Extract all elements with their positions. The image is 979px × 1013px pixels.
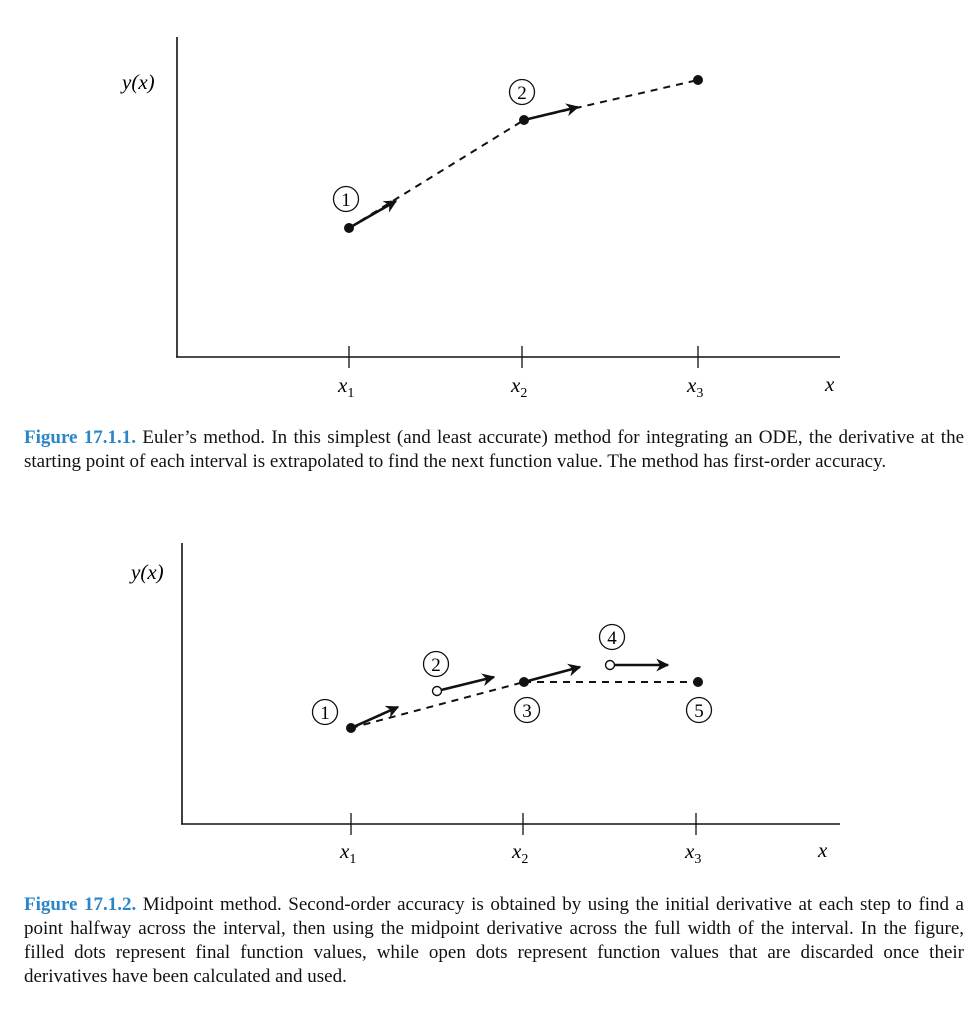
figure2-y-axis-label: y(x) <box>129 560 164 584</box>
svg-text:1: 1 <box>341 190 351 211</box>
figure2-diagram: y(x) x x1 x2 x3 1 <box>129 543 840 867</box>
figure2-open-dot-4 <box>604 659 616 671</box>
figure1-filled-dot-2 <box>519 115 529 125</box>
figure2-filled-dot-3 <box>519 677 529 687</box>
figure1-dashed-segment-1 <box>348 119 525 229</box>
svg-text:2: 2 <box>431 655 441 676</box>
figure1-derivative-arrow-1 <box>348 199 398 230</box>
figure2-marker-2: 2 <box>422 650 450 678</box>
figure2-tick-label-x3: x3 <box>684 839 701 867</box>
figure2-derivative-arrow-2 <box>436 673 496 693</box>
figure2-caption-text: Midpoint method. Second-order accuracy i… <box>24 894 964 987</box>
figure2-open-dot-2 <box>431 685 443 697</box>
figure2-caption: Figure 17.1.2. Midpoint method. Second-o… <box>24 893 964 989</box>
figure2-tick-label-x1: x1 <box>339 839 356 867</box>
figure2-filled-dot-5 <box>693 677 703 687</box>
svg-text:5: 5 <box>694 701 704 722</box>
figure2-marker-3: 3 <box>513 696 541 724</box>
figure2-marker-1: 1 <box>311 698 339 726</box>
figure1-caption: Figure 17.1.1. Euler’s method. In this s… <box>24 426 964 474</box>
svg-text:1: 1 <box>320 703 330 724</box>
figure1-tick-label-x3: x3 <box>686 373 703 401</box>
figures-canvas: y(x) x x1 x2 x3 1 2 <box>120 37 840 867</box>
figure2-caption-label: Figure 17.1.2. <box>24 894 137 915</box>
figure1-x-axis-label: x <box>824 372 835 396</box>
figure2-marker-4: 4 <box>598 623 626 651</box>
figure2-marker-5: 5 <box>685 696 713 724</box>
figure1-caption-label: Figure 17.1.1. <box>24 427 137 448</box>
figure2-derivative-arrow-3 <box>523 663 582 684</box>
figure1-caption-text: Euler’s method. In this simplest (and le… <box>24 427 965 472</box>
figure1-derivative-arrow-2 <box>523 103 580 122</box>
figure1-filled-dot-1 <box>344 223 354 233</box>
figure1-diagram: y(x) x x1 x2 x3 1 2 <box>120 37 840 401</box>
figure1-tick-label-x2: x2 <box>510 373 527 401</box>
svg-text:4: 4 <box>607 628 617 649</box>
figure1-tick-label-x1: x1 <box>337 373 354 401</box>
figure1-marker-1: 1 <box>332 185 360 213</box>
figure2-dashed-segment-1 <box>350 681 525 729</box>
figure2-tick-label-x2: x2 <box>511 839 528 867</box>
figure2-filled-dot-1 <box>346 723 356 733</box>
svg-text:2: 2 <box>517 83 527 104</box>
figure1-y-axis-label: y(x) <box>120 70 155 94</box>
figure1-marker-2: 2 <box>508 78 536 106</box>
svg-text:3: 3 <box>522 701 532 722</box>
figure1-filled-dot-3 <box>693 75 703 85</box>
figure2-x-axis-label: x <box>817 838 828 862</box>
figure2-derivative-arrow-1 <box>350 705 400 730</box>
